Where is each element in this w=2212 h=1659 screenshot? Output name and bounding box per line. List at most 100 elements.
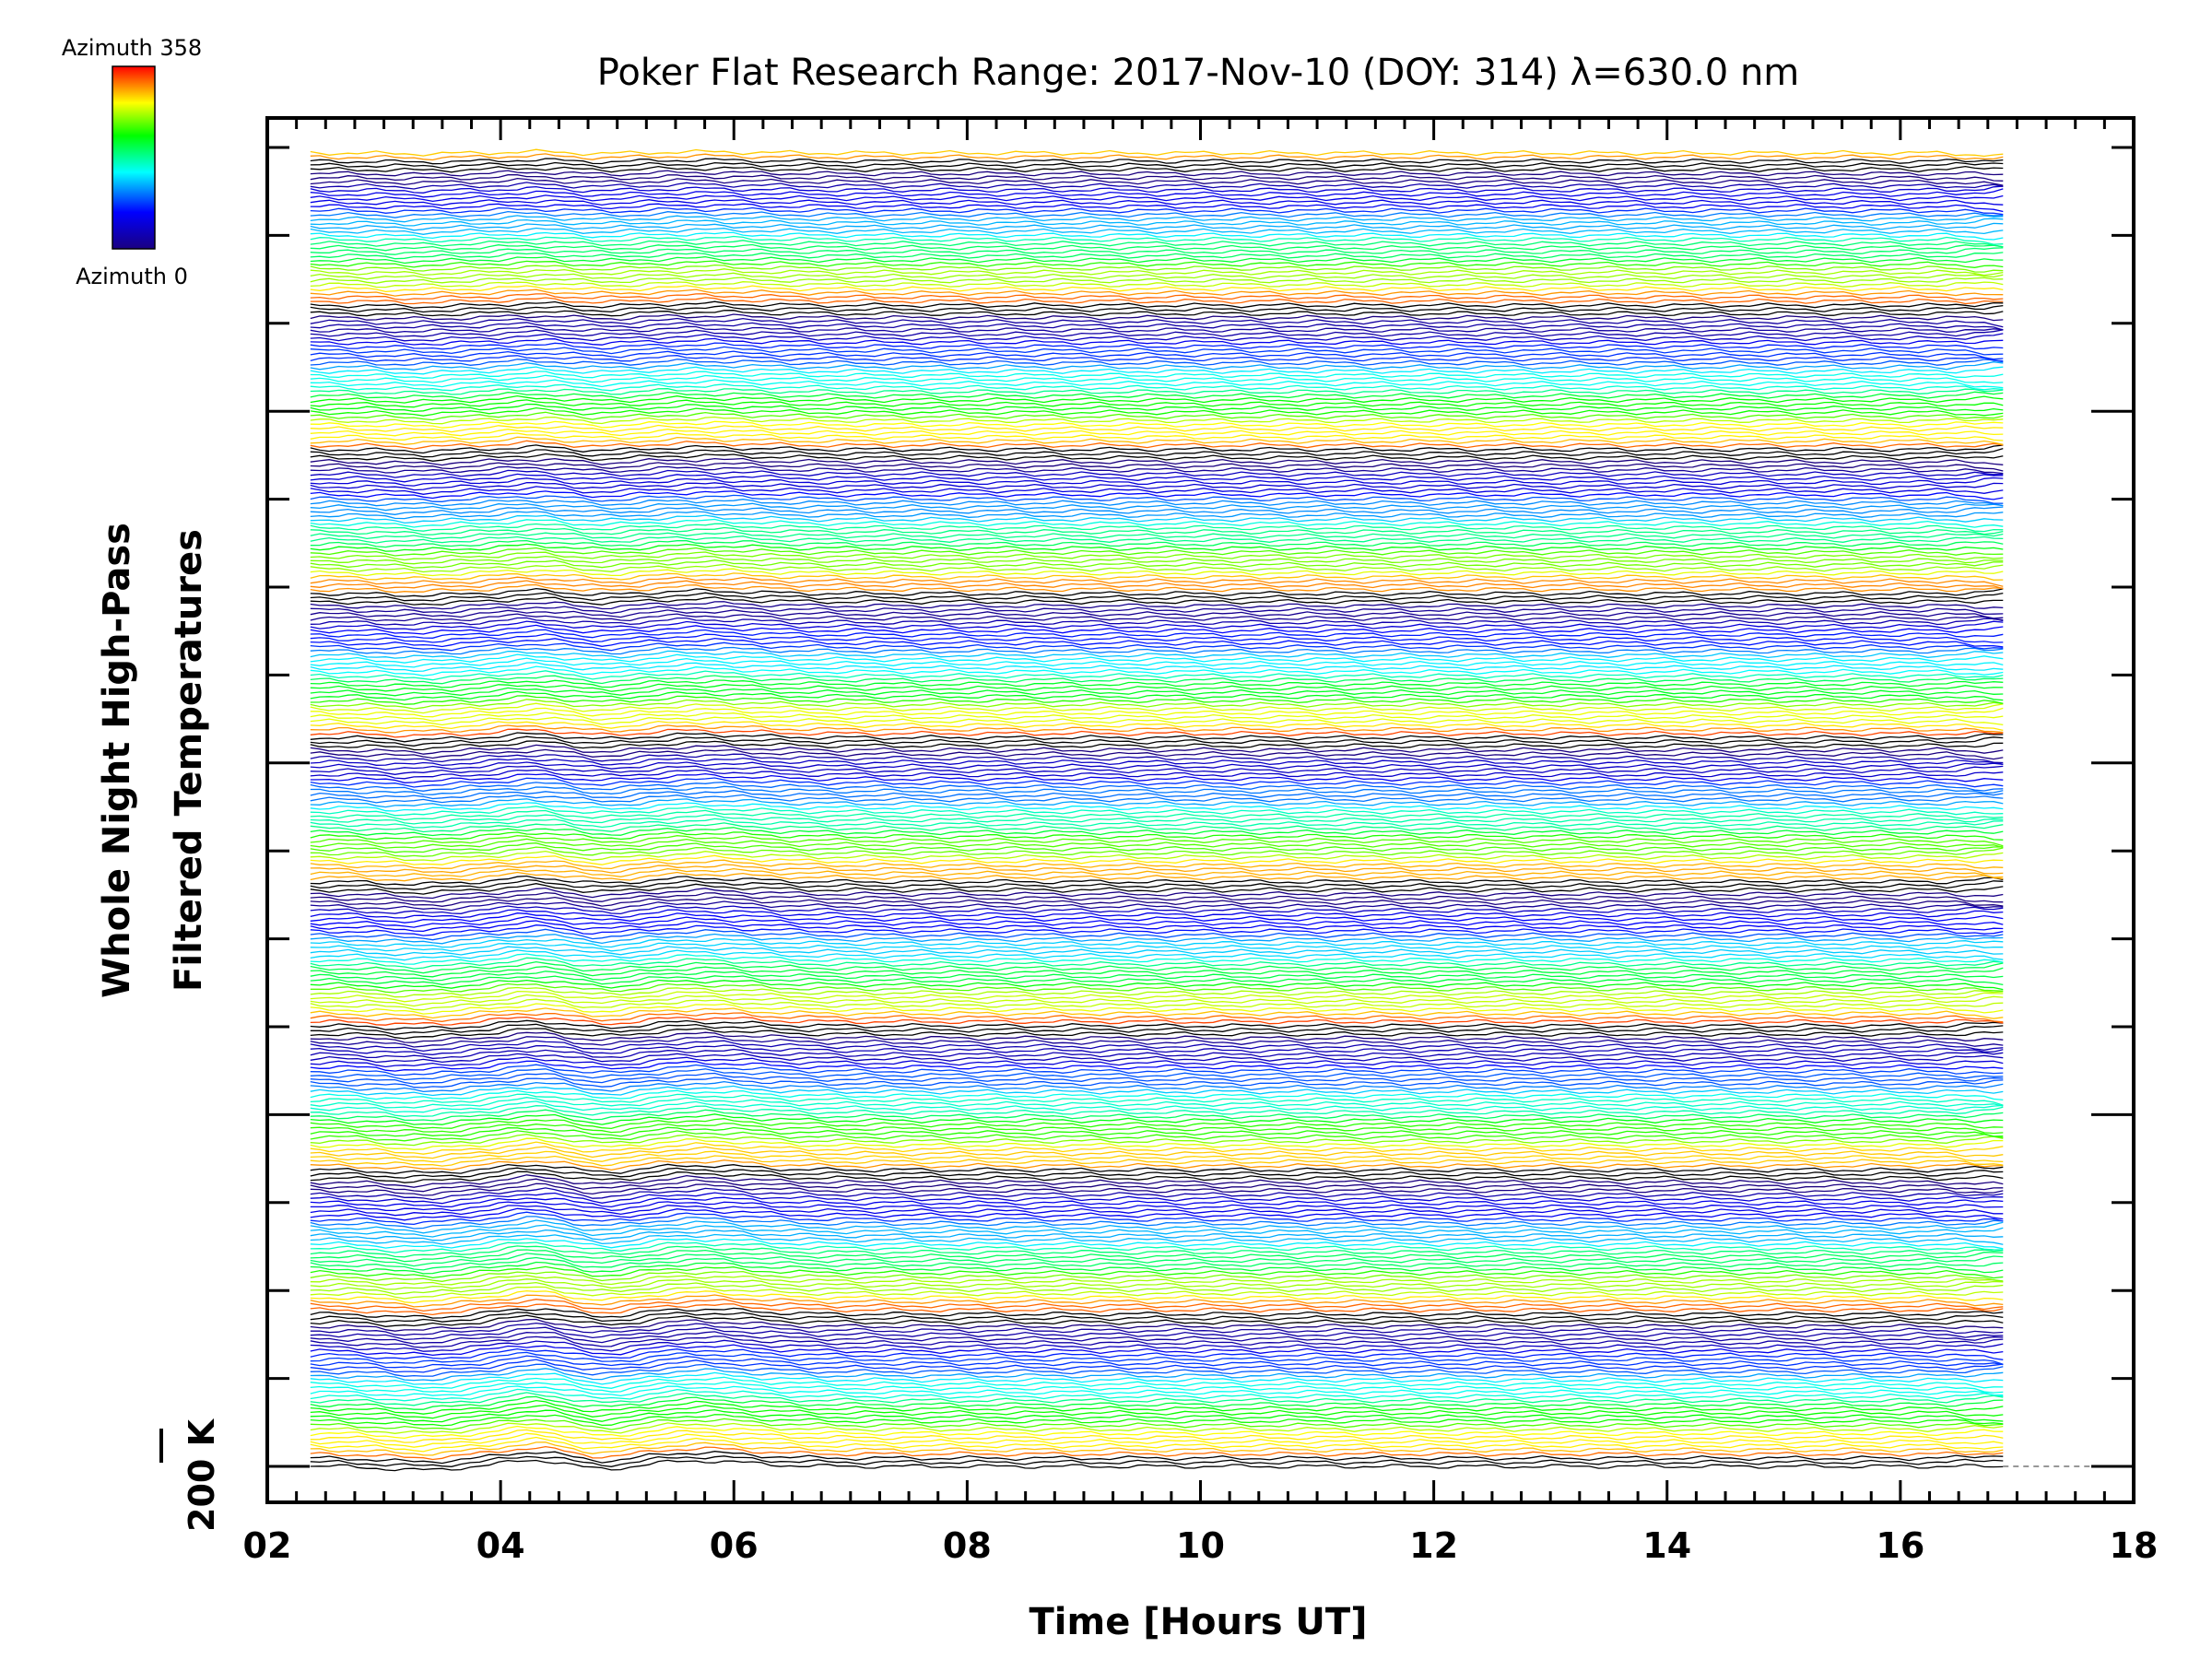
series-line (310, 960, 2004, 974)
series-line (310, 1392, 2004, 1406)
series-line (310, 177, 2004, 186)
series-line (310, 1031, 2004, 1043)
series-line (310, 878, 2004, 890)
series-line (310, 453, 2004, 462)
series-line (310, 732, 2004, 743)
series-line (310, 994, 2004, 1007)
series-line (310, 1105, 2004, 1117)
series-line (310, 657, 2004, 668)
series-line (310, 1205, 2004, 1217)
series-line (310, 1072, 2004, 1085)
series-line (310, 281, 2004, 288)
series-line (310, 1056, 2004, 1068)
series-line (310, 583, 2004, 594)
colorbar-top-label: Azimuth 358 (62, 35, 202, 61)
series-line (310, 1253, 2004, 1267)
series-line (310, 957, 2004, 970)
series-line (310, 1233, 2004, 1245)
series-line (310, 447, 2004, 458)
series-line (310, 937, 2004, 948)
series-line (310, 563, 2004, 573)
series-line (310, 909, 2004, 919)
series-line (310, 1150, 2004, 1163)
series-line (310, 1312, 2004, 1323)
series-line (310, 1408, 2004, 1423)
series-line (310, 1229, 2004, 1241)
series-line (310, 188, 2004, 198)
series-line (310, 637, 2004, 648)
series-line (310, 203, 2004, 213)
x-tick-label: 12 (1409, 1525, 1458, 1566)
series-line (310, 1339, 2004, 1352)
series-line (310, 1201, 2004, 1212)
series-line (310, 748, 2004, 760)
colorbar (112, 65, 156, 250)
series-line (310, 1388, 2004, 1402)
series-line (310, 716, 2004, 726)
series-line (310, 182, 2004, 190)
series-line (310, 227, 2004, 235)
series-line (310, 300, 2004, 309)
series-line (310, 928, 2004, 941)
series-line (310, 194, 2004, 203)
series-line (310, 436, 2004, 445)
series-line (310, 601, 2004, 610)
series-line (310, 170, 2004, 177)
series-line (310, 1146, 2004, 1159)
series-line (310, 1322, 2004, 1336)
series-line (310, 933, 2004, 945)
series-line (310, 1289, 2004, 1304)
series-line (310, 1429, 2004, 1443)
series-line (310, 1113, 2004, 1125)
series-line (310, 469, 2004, 478)
series-line (310, 777, 2004, 788)
series-line (310, 859, 2004, 870)
series-line (310, 1335, 2004, 1348)
series-line (310, 457, 2004, 466)
series-line (310, 949, 2004, 961)
series-line (310, 1093, 2004, 1106)
series-line (310, 1418, 2004, 1430)
x-axis-label: Time [Hours UT] (1030, 1601, 1368, 1643)
series-line (310, 798, 2004, 808)
series-line (310, 641, 2004, 652)
series-line (310, 1035, 2004, 1048)
series-line (310, 1241, 2004, 1253)
series-line (310, 379, 2004, 389)
x-tick-label: 18 (2110, 1525, 2159, 1566)
series-line (310, 272, 2004, 280)
series-line (310, 744, 2004, 755)
series-line (310, 905, 2004, 915)
series-line (310, 406, 2004, 417)
series-line (310, 653, 2004, 664)
series-line (310, 325, 2004, 334)
series-line (310, 473, 2004, 483)
series-line (310, 1414, 2004, 1427)
series-line (310, 979, 2004, 991)
axis-ticks (265, 118, 2136, 1502)
series-line (310, 502, 2004, 512)
series-line (310, 624, 2004, 635)
series-line (310, 252, 2004, 260)
series-line (310, 1023, 2004, 1035)
series-line (310, 264, 2004, 273)
series-line (310, 511, 2004, 520)
series-line (310, 465, 2004, 475)
series-line (310, 185, 2004, 194)
series-line (310, 218, 2004, 227)
series-line (310, 735, 2004, 747)
series-line (310, 650, 2004, 659)
series-line (310, 728, 2004, 738)
series-line (310, 1085, 2004, 1097)
series-line (310, 1318, 2004, 1332)
x-tick-labels: 02 04 06 08 10 12 14 16 18 (243, 1525, 2159, 1566)
series-line (310, 394, 2004, 404)
series-line (310, 1007, 2004, 1019)
series-line (310, 361, 2004, 371)
series-line (310, 1425, 2004, 1440)
series-line (310, 1219, 2004, 1234)
series-line (310, 809, 2004, 821)
series-line (310, 499, 2004, 507)
series-line (310, 222, 2004, 231)
series-line (310, 153, 2004, 161)
